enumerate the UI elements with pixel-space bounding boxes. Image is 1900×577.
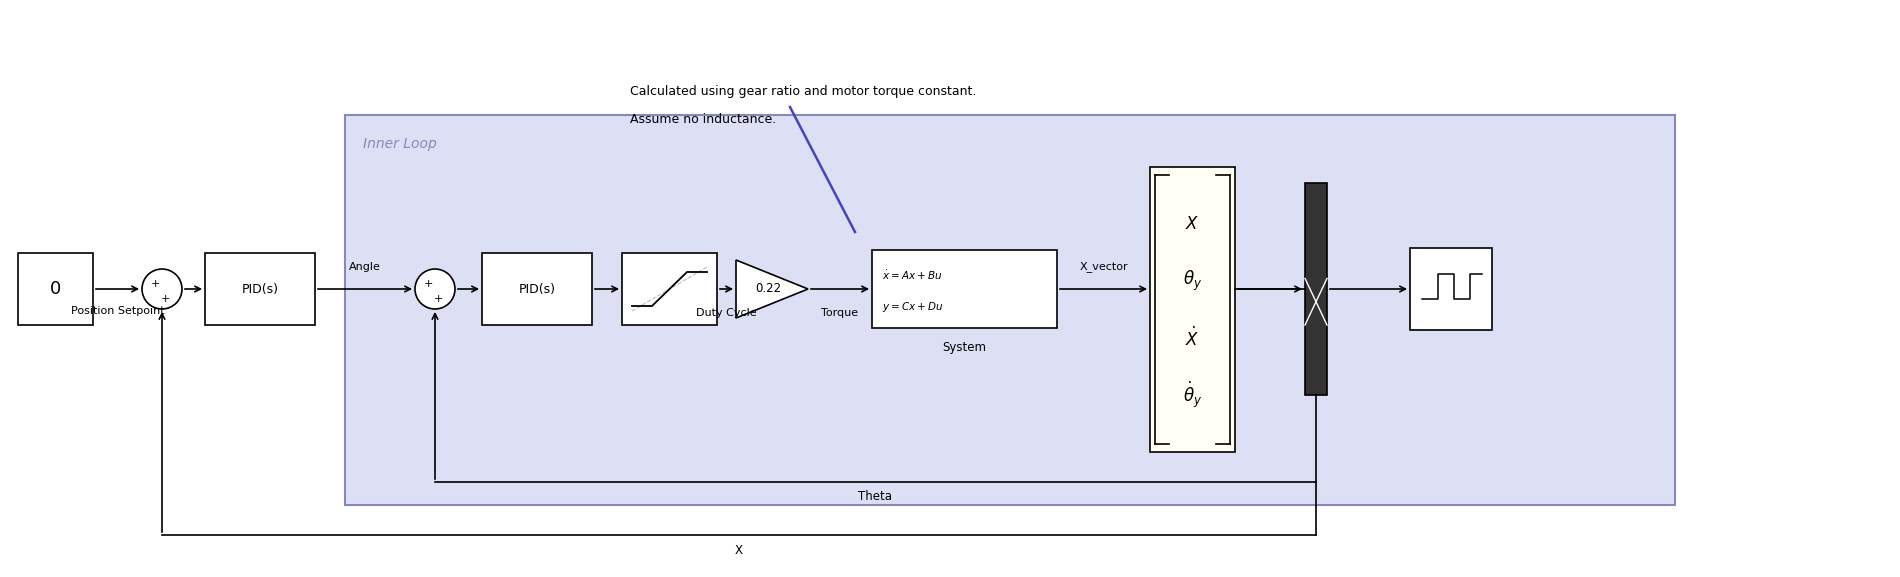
Text: +: +	[433, 294, 443, 304]
Text: PID(s): PID(s)	[241, 283, 279, 295]
Text: X: X	[735, 544, 743, 556]
Text: +: +	[424, 279, 433, 289]
Text: X_vector: X_vector	[1079, 261, 1129, 272]
Text: 0.22: 0.22	[754, 283, 781, 295]
Text: Torque: Torque	[821, 308, 859, 318]
Text: Calculated using gear ratio and motor torque constant.: Calculated using gear ratio and motor to…	[631, 85, 977, 98]
Text: PID(s): PID(s)	[519, 283, 555, 295]
FancyBboxPatch shape	[205, 253, 315, 325]
FancyBboxPatch shape	[1410, 248, 1492, 330]
Text: $\dot{x} = Ax + Bu$: $\dot{x} = Ax + Bu$	[882, 268, 942, 282]
FancyBboxPatch shape	[483, 253, 593, 325]
FancyBboxPatch shape	[17, 253, 93, 325]
Text: Inner Loop: Inner Loop	[363, 137, 437, 151]
Circle shape	[414, 269, 454, 309]
Text: +: +	[150, 279, 160, 289]
Text: +: +	[160, 294, 169, 304]
Text: Angle: Angle	[350, 262, 380, 272]
Text: $\theta_y$: $\theta_y$	[1184, 269, 1203, 293]
Circle shape	[142, 269, 182, 309]
Text: System: System	[942, 342, 986, 354]
FancyBboxPatch shape	[346, 115, 1676, 505]
Text: $X$: $X$	[1186, 215, 1199, 233]
Polygon shape	[735, 260, 808, 318]
Text: $y = Cx + Du$: $y = Cx + Du$	[882, 300, 944, 314]
FancyBboxPatch shape	[621, 253, 716, 325]
Text: $\dot{\theta}_y$: $\dot{\theta}_y$	[1184, 380, 1203, 410]
Text: Theta: Theta	[859, 490, 893, 504]
Text: Duty Cycle: Duty Cycle	[695, 308, 756, 318]
FancyBboxPatch shape	[872, 250, 1056, 328]
Text: $\dot{X}$: $\dot{X}$	[1186, 327, 1199, 350]
Text: 0: 0	[49, 280, 61, 298]
FancyBboxPatch shape	[1150, 167, 1235, 452]
Text: Position Setpoint: Position Setpoint	[70, 306, 163, 316]
FancyBboxPatch shape	[1305, 183, 1326, 395]
Text: Assume no inductance.: Assume no inductance.	[631, 113, 777, 126]
